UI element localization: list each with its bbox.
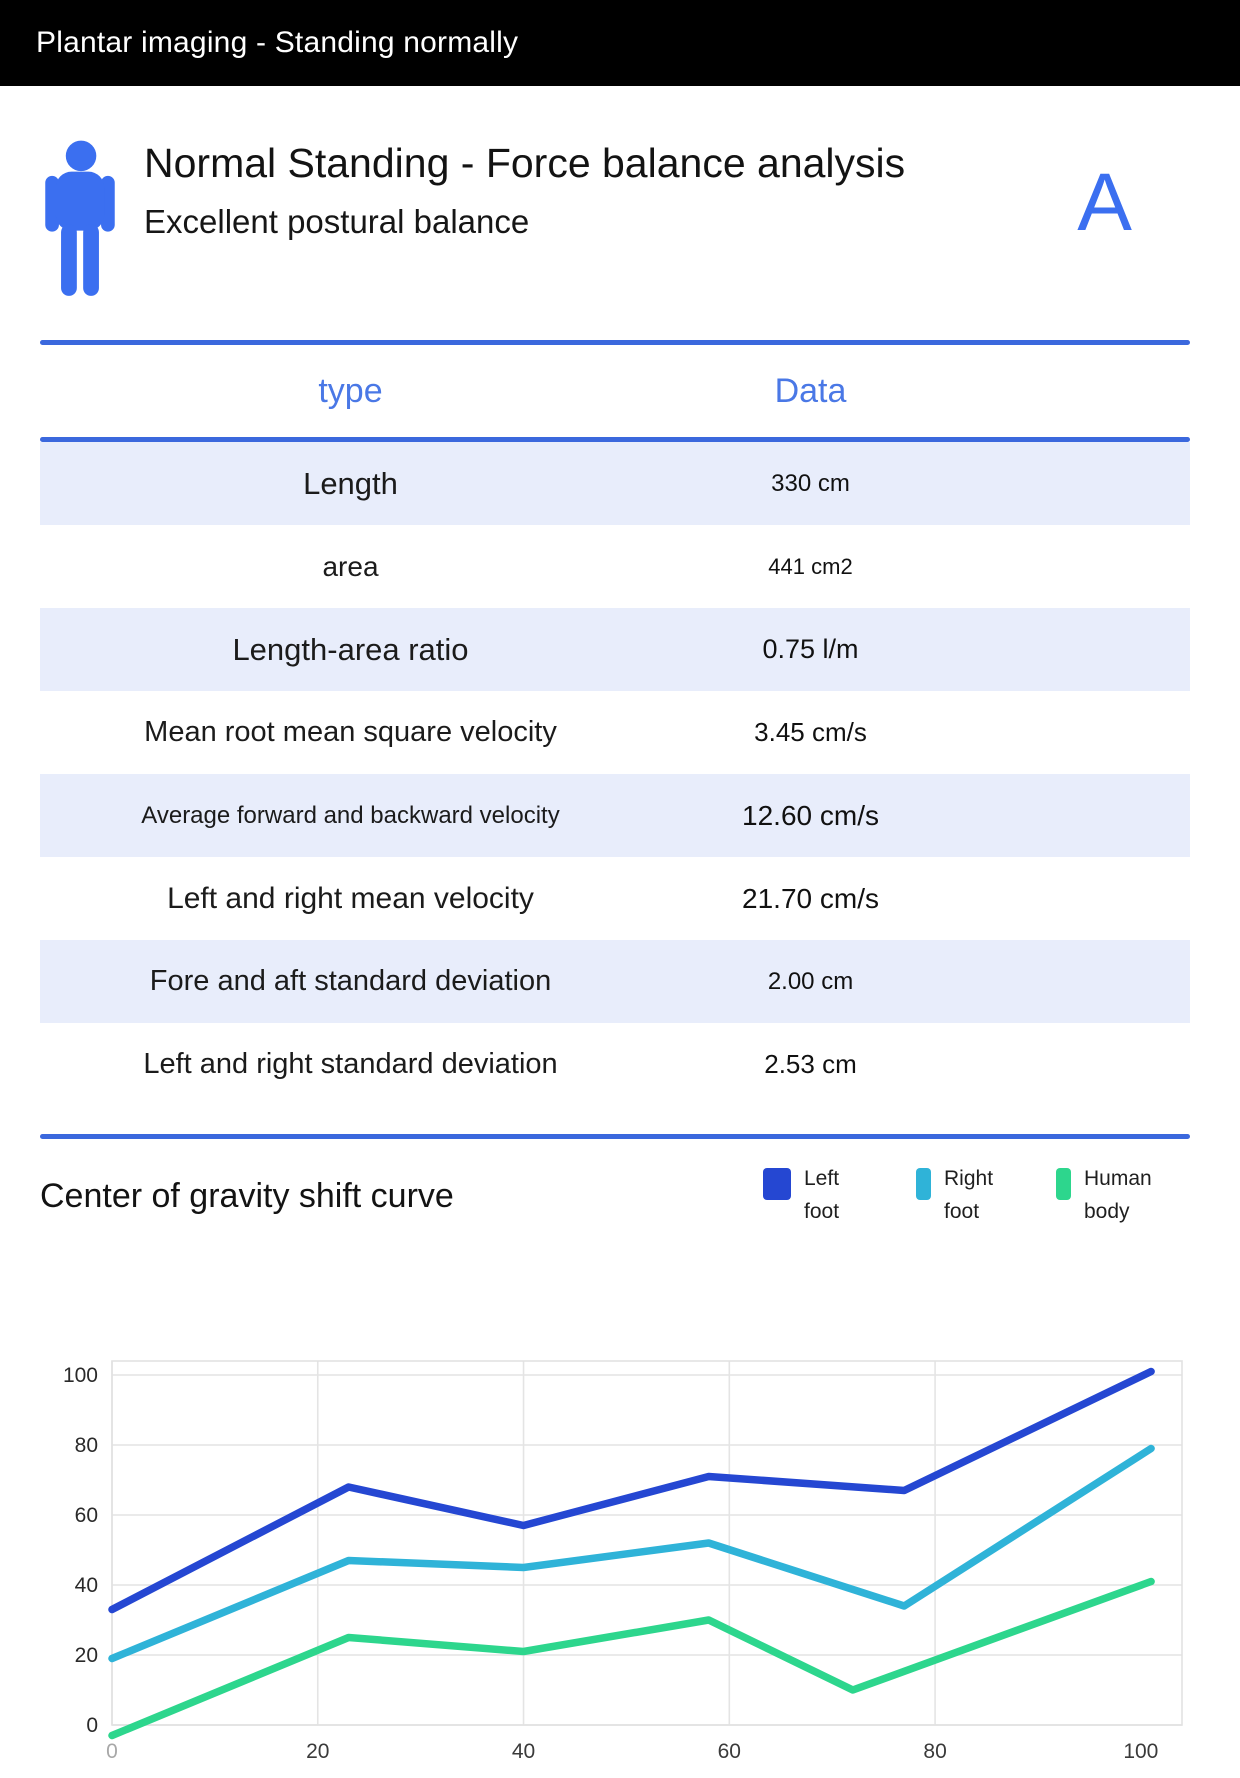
row-label: Average forward and backward velocity — [141, 801, 560, 829]
table-row: Fore and aft standard deviation 2.00 cm — [40, 940, 1190, 1023]
table-row: area 441 cm2 — [40, 525, 1190, 608]
table-row: Left and right standard deviation 2.53 c… — [40, 1023, 1190, 1106]
header-text-block: Normal Standing - Force balance analysis… — [144, 136, 1077, 241]
legend-label: Human body — [1084, 1167, 1152, 1223]
legend-item-human-body: Human body — [1056, 1163, 1152, 1228]
row-value: 2.53 cm — [764, 1049, 857, 1079]
top-bar-title: Plantar imaging - Standing normally — [36, 26, 519, 59]
table-header-divider — [40, 437, 1190, 442]
svg-text:80: 80 — [923, 1740, 946, 1763]
table-body: Length 330 cm area 441 cm2 Length-area r… — [40, 442, 1190, 1106]
page-title: Normal Standing - Force balance analysis — [144, 140, 906, 186]
table-row: Length 330 cm — [40, 442, 1190, 525]
table-row: Average forward and backward velocity 12… — [40, 774, 1190, 857]
row-label: Mean root mean square velocity — [144, 716, 557, 748]
svg-text:0: 0 — [106, 1740, 118, 1763]
legend-item-right-foot: Right foot — [916, 1163, 1010, 1228]
svg-text:60: 60 — [718, 1740, 741, 1763]
row-label: Length-area ratio — [232, 631, 469, 667]
row-value: 12.60 cm/s — [742, 799, 879, 831]
legend-swatch-left-foot — [763, 1168, 791, 1201]
row-label: Left and right standard deviation — [143, 1048, 558, 1080]
table-header-row: type Data — [40, 345, 1190, 437]
line-chart: 0 20 40 60 80 100 0 20 40 60 80 100 — [40, 1243, 1190, 1778]
svg-text:40: 40 — [512, 1740, 535, 1763]
table-top-divider — [40, 340, 1190, 345]
top-bar: Plantar imaging - Standing normally — [0, 0, 1240, 86]
row-label: Left and right mean velocity — [167, 881, 534, 915]
legend-swatch-right-foot — [916, 1168, 931, 1201]
row-label: Length — [303, 465, 398, 501]
column-header-type: type — [318, 371, 383, 410]
chart-legend: Left foot Right foot Human body — [763, 1163, 1152, 1228]
svg-text:0: 0 — [86, 1714, 98, 1737]
svg-text:80: 80 — [75, 1434, 98, 1457]
column-header-data: Data — [774, 371, 847, 410]
svg-text:100: 100 — [1123, 1740, 1158, 1763]
legend-label: Left foot — [804, 1167, 840, 1223]
report-body: Normal Standing - Force balance analysis… — [40, 136, 1190, 1778]
report-header: Normal Standing - Force balance analysis… — [40, 136, 1190, 296]
row-value: 441 cm2 — [768, 553, 853, 579]
svg-text:60: 60 — [75, 1504, 98, 1527]
row-value: 330 cm — [771, 469, 850, 497]
row-label: area — [322, 550, 379, 582]
row-value: 21.70 cm/s — [742, 882, 879, 914]
grade-badge: A — [1077, 157, 1132, 248]
chart-title: Center of gravity shift curve — [40, 1176, 454, 1215]
chart-section-divider — [40, 1134, 1190, 1139]
legend-label: Right foot — [944, 1167, 994, 1223]
person-icon — [40, 140, 120, 301]
table-row: Length-area ratio 0.75 l/m — [40, 608, 1190, 691]
row-value: 0.75 l/m — [762, 634, 859, 664]
chart-header: Center of gravity shift curve Left foot … — [40, 1153, 1190, 1239]
table-row: Left and right mean velocity 21.70 cm/s — [40, 857, 1190, 940]
svg-text:20: 20 — [75, 1644, 98, 1667]
page-subtitle: Excellent postural balance — [144, 203, 530, 241]
legend-swatch-human-body — [1056, 1168, 1071, 1201]
svg-text:100: 100 — [63, 1364, 98, 1387]
row-label: Fore and aft standard deviation — [149, 965, 552, 997]
chart-canvas: 0 20 40 60 80 100 0 20 40 60 80 100 — [63, 1360, 1183, 1763]
row-value: 3.45 cm/s — [754, 717, 867, 747]
table-row: Mean root mean square velocity 3.45 cm/s — [40, 691, 1190, 774]
legend-item-left-foot: Left foot — [763, 1163, 870, 1228]
row-value: 2.00 cm — [767, 967, 854, 995]
svg-text:40: 40 — [75, 1574, 98, 1597]
svg-text:20: 20 — [306, 1740, 329, 1763]
